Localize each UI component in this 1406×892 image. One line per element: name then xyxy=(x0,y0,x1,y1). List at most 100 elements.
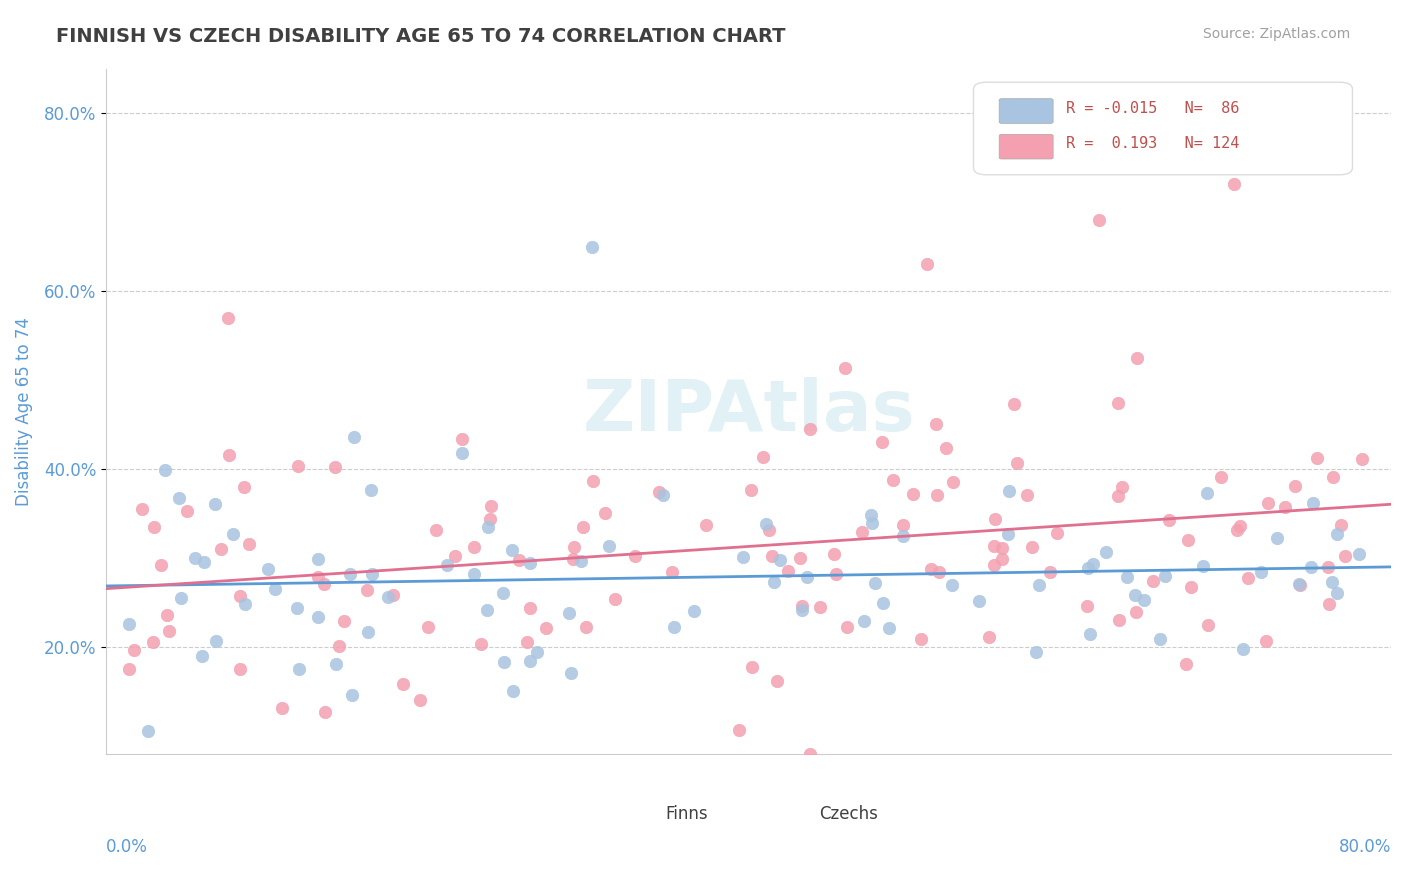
Point xyxy=(534,621,557,635)
Point xyxy=(218,448,240,462)
Point xyxy=(222,526,245,541)
Point xyxy=(143,520,166,534)
Point xyxy=(575,620,598,634)
Point xyxy=(910,632,932,646)
Point xyxy=(1320,574,1343,589)
Point xyxy=(1088,212,1111,227)
Point xyxy=(1154,569,1177,583)
Point xyxy=(392,677,415,691)
Point xyxy=(1222,178,1244,192)
Point xyxy=(193,555,215,569)
Point xyxy=(761,549,783,564)
Point xyxy=(1226,523,1249,537)
Point xyxy=(233,480,256,494)
Point xyxy=(603,592,626,607)
Point xyxy=(682,604,704,618)
Point xyxy=(451,446,474,460)
Point xyxy=(1229,519,1251,533)
Point xyxy=(877,621,900,635)
Point xyxy=(920,562,942,576)
Point xyxy=(204,497,226,511)
Point xyxy=(1078,627,1101,641)
Point xyxy=(561,552,583,566)
Point xyxy=(204,633,226,648)
Point xyxy=(661,565,683,579)
Point xyxy=(463,541,485,555)
Point xyxy=(990,541,1012,556)
Point xyxy=(312,577,335,591)
Point xyxy=(264,582,287,596)
Point xyxy=(233,597,256,611)
Point xyxy=(516,635,538,649)
Point xyxy=(834,361,856,376)
Point xyxy=(731,550,754,565)
Point xyxy=(1116,570,1139,584)
Text: ZIPAtlas: ZIPAtlas xyxy=(582,376,915,446)
Point xyxy=(118,617,141,632)
Point xyxy=(1326,527,1348,541)
Point xyxy=(765,673,787,688)
Point xyxy=(1125,605,1147,619)
Point xyxy=(1123,588,1146,602)
Point xyxy=(1108,613,1130,627)
Point xyxy=(741,660,763,674)
Point xyxy=(131,502,153,516)
Point xyxy=(169,591,191,606)
Point xyxy=(870,435,893,450)
Point xyxy=(1046,526,1069,541)
Point xyxy=(1076,599,1098,613)
Point xyxy=(463,567,485,582)
Point xyxy=(1107,396,1129,410)
FancyBboxPatch shape xyxy=(778,785,814,806)
Point xyxy=(1077,561,1099,575)
Point xyxy=(492,655,515,669)
Point xyxy=(217,310,239,325)
Y-axis label: Disability Age 65 to 74: Disability Age 65 to 74 xyxy=(15,317,32,506)
Point xyxy=(882,473,904,487)
Text: Source: ZipAtlas.com: Source: ZipAtlas.com xyxy=(1202,27,1350,41)
Point xyxy=(157,624,180,638)
Point xyxy=(1021,541,1043,555)
Point xyxy=(1133,593,1156,607)
Point xyxy=(935,441,957,455)
Point xyxy=(581,239,603,253)
Point xyxy=(256,562,278,576)
Point xyxy=(796,570,818,584)
Point xyxy=(915,257,938,271)
Point xyxy=(502,684,524,698)
Point xyxy=(662,620,685,634)
Text: R = -0.015   N=  86: R = -0.015 N= 86 xyxy=(1066,101,1239,116)
Point xyxy=(519,600,541,615)
Point xyxy=(229,662,252,676)
Point xyxy=(238,537,260,551)
Point xyxy=(1083,557,1105,571)
Point xyxy=(1126,351,1149,365)
Point xyxy=(288,662,311,676)
Point xyxy=(1232,642,1254,657)
Point xyxy=(825,566,848,581)
Point xyxy=(1177,533,1199,548)
Point xyxy=(1149,632,1171,646)
Point xyxy=(1250,565,1272,579)
Point xyxy=(1095,544,1118,558)
Point xyxy=(155,463,177,477)
FancyBboxPatch shape xyxy=(624,785,659,806)
Point xyxy=(983,558,1005,573)
Point xyxy=(360,483,382,497)
FancyBboxPatch shape xyxy=(1000,135,1053,159)
Point xyxy=(752,450,775,465)
Point xyxy=(136,723,159,738)
Point xyxy=(1237,571,1260,585)
Point xyxy=(755,517,778,532)
Point xyxy=(582,475,605,489)
Point xyxy=(184,551,207,566)
Point xyxy=(307,570,329,584)
Point xyxy=(1326,586,1348,600)
FancyBboxPatch shape xyxy=(1000,99,1053,123)
Point xyxy=(1351,452,1374,467)
Point xyxy=(425,524,447,538)
Point xyxy=(357,625,380,640)
Text: 80.0%: 80.0% xyxy=(1339,838,1391,856)
Point xyxy=(560,666,582,681)
Point xyxy=(808,600,831,615)
